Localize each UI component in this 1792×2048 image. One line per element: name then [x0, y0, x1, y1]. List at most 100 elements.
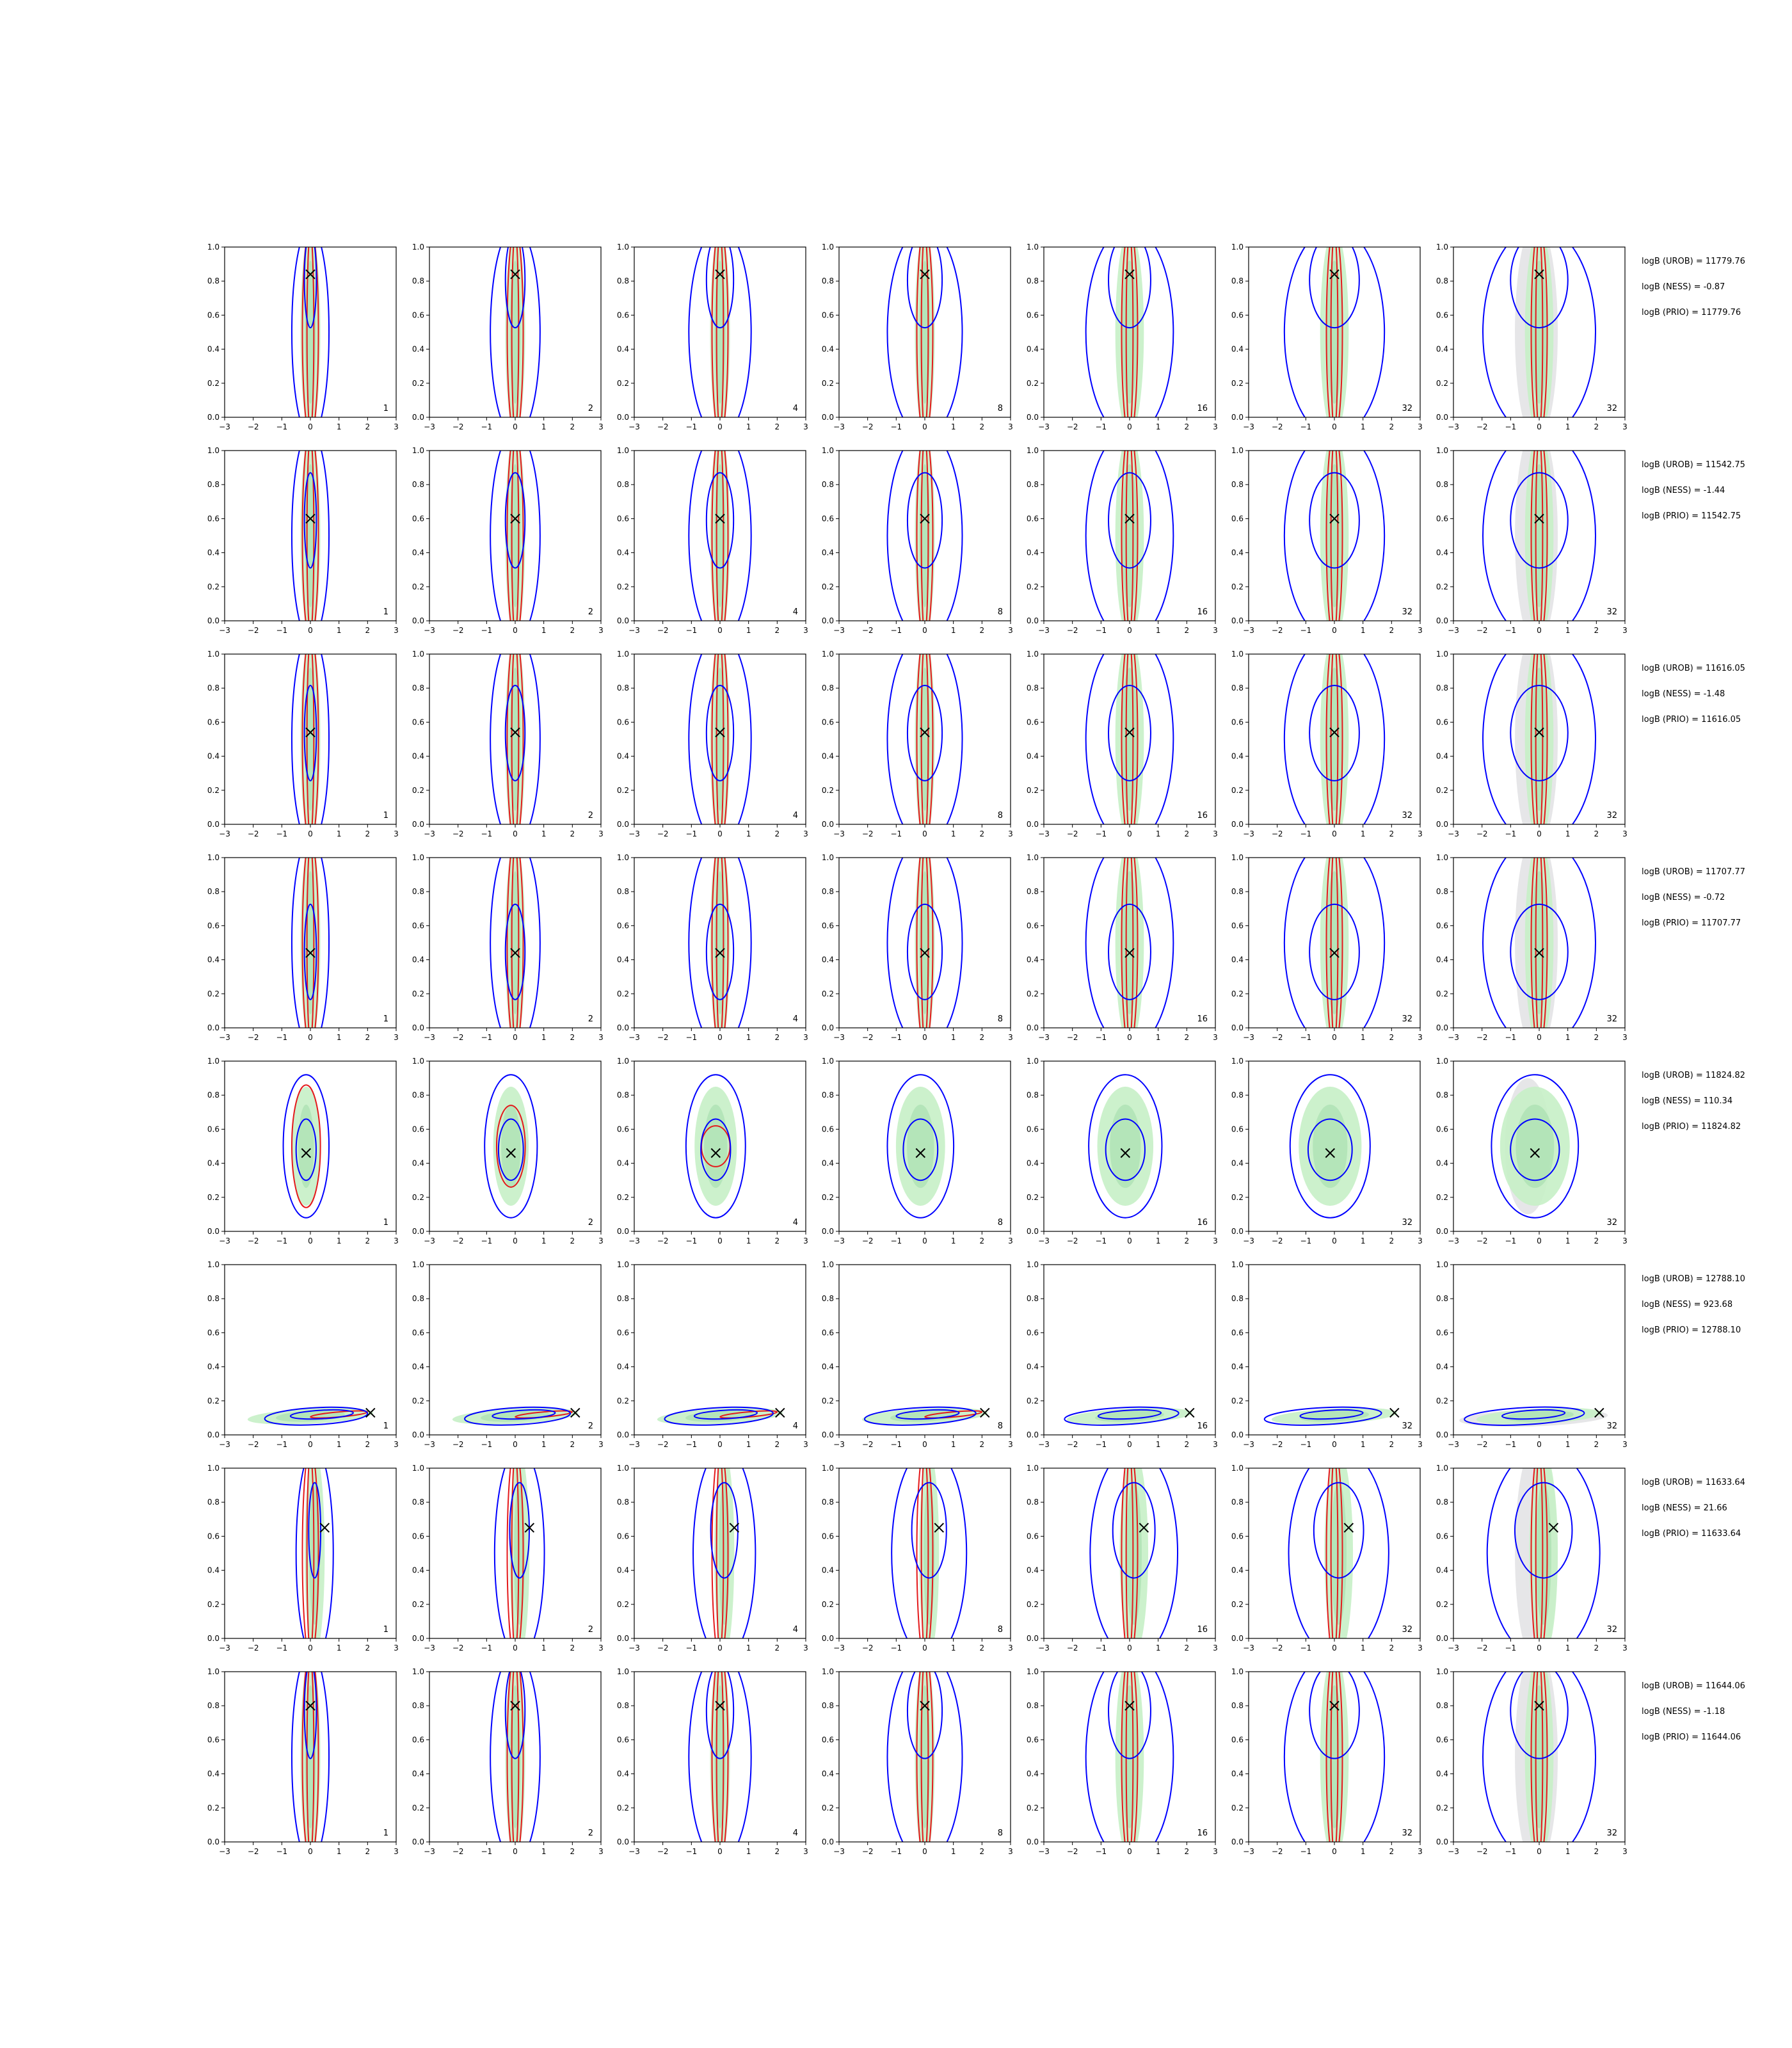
y-tick-label: 0.8	[1436, 1701, 1448, 1710]
y-tick-label: 0.4	[1436, 1770, 1448, 1779]
x-tick-label: 0	[717, 422, 723, 431]
y-tick-label: 0.4	[617, 956, 629, 964]
x-tick-label: −2	[657, 1236, 669, 1245]
blue-contour	[906, 247, 943, 329]
red-contour	[511, 654, 520, 824]
y-tick-label: 0.0	[1027, 1023, 1039, 1032]
panel-contours	[490, 1672, 541, 1842]
panel-contours	[291, 858, 330, 1028]
panel-contours	[291, 247, 330, 417]
panel-r1-c4: −3 −2 −1 0 1 2 3 0.0 0.2 0.4 0.6 0.8 1.0 8	[822, 243, 1013, 431]
panel-contours	[1482, 247, 1596, 417]
x-tick-label: 0	[308, 1644, 313, 1652]
panel-corner-label: 2	[588, 1421, 593, 1431]
x-tick-label: 0	[717, 1644, 723, 1652]
y-tick-label: 1.0	[1231, 1464, 1244, 1473]
red-contour	[506, 247, 524, 417]
red-contour	[506, 451, 524, 621]
blue-contour	[1482, 247, 1596, 417]
logb-annotation: logB (PRIO) = 11707.77	[1642, 918, 1741, 928]
logb-annotation: logB (UROB) = 11644.06	[1642, 1681, 1745, 1691]
blue-contour	[1491, 1074, 1580, 1219]
x-tick-label: 2	[1185, 1440, 1190, 1449]
red-contour	[916, 1672, 934, 1842]
y-tick-label: 0.4	[1436, 956, 1448, 964]
y-tick-label: 0.2	[1231, 1193, 1244, 1202]
y-tick-label: 0.4	[1027, 1770, 1039, 1779]
x-tick-label: 1	[1156, 829, 1161, 838]
y-tick-label: 0.2	[1027, 1804, 1039, 1812]
x-tick-label: 1	[1565, 626, 1571, 635]
y-tick-label: 0.0	[617, 413, 629, 422]
x-tick-label: 3	[803, 1033, 808, 1042]
x-tick-label: −2	[452, 829, 464, 838]
y-tick-label: 0.0	[1436, 820, 1448, 829]
truth-marker	[319, 1523, 330, 1533]
blue-contour	[886, 247, 963, 417]
x-tick-label: 3	[394, 829, 399, 838]
red-contour	[511, 1672, 520, 1842]
y-tick-label: 0.8	[1231, 1701, 1244, 1710]
red-contour	[1330, 451, 1339, 621]
truth-marker	[510, 948, 520, 958]
y-tick-label: 0.4	[1027, 548, 1039, 557]
x-tick-label: −1	[890, 1644, 902, 1652]
x-tick-label: −2	[1476, 1236, 1488, 1245]
panel-corner-label: 1	[383, 1421, 388, 1431]
y-tick-label: 0.0	[412, 616, 424, 625]
red-contour	[1325, 451, 1343, 621]
red-contour	[916, 247, 934, 417]
y-tick-label: 1.0	[1027, 1057, 1039, 1066]
x-tick-label: 1	[951, 1847, 956, 1856]
y-tick-label: 0.2	[822, 1600, 834, 1609]
x-tick-label: 2	[1389, 1440, 1395, 1449]
blue-contour	[492, 1409, 556, 1420]
y-tick-label: 0.8	[1027, 684, 1039, 692]
x-tick-label: 2	[980, 1440, 985, 1449]
panel-r4-c7: −3 −2 −1 0 1 2 3 0.0 0.2 0.4 0.6 0.8 1.0 32	[1436, 853, 1628, 1042]
y-tick-label: 0.4	[412, 548, 424, 557]
x-tick-label: 1	[1156, 626, 1161, 635]
x-tick-label: −2	[1272, 1440, 1283, 1449]
blue-contour	[1313, 1482, 1364, 1579]
y-tick-label: 0.4	[1027, 1363, 1039, 1372]
x-tick-label: 1	[1361, 1847, 1366, 1856]
x-tick-label: 1	[1361, 1236, 1366, 1245]
x-tick-label: −1	[890, 1847, 902, 1856]
truth-marker	[920, 727, 930, 738]
y-tick-label: 0.2	[822, 582, 834, 591]
y-tick-label: 0.6	[822, 1124, 834, 1133]
blue-contour	[1510, 684, 1569, 781]
y-tick-label: 0.4	[1231, 1770, 1244, 1779]
y-tick-label: 0.6	[822, 514, 834, 523]
panel-contours	[688, 1672, 752, 1842]
x-tick-label: 1	[951, 1644, 956, 1652]
blue-contour	[1085, 451, 1174, 621]
panel-corner-label: 32	[1606, 1625, 1617, 1635]
y-tick-label: 0.6	[1231, 921, 1244, 930]
panel-corner-label: 32	[1402, 607, 1412, 617]
panel-contours	[1085, 451, 1174, 621]
truth-marker	[305, 727, 316, 738]
y-tick-label: 0.2	[617, 786, 629, 795]
y-tick-label: 0.4	[1027, 956, 1039, 964]
y-tick-label: 0.2	[207, 989, 220, 998]
panel-corner-label: 1	[383, 811, 388, 820]
y-tick-label: 0.8	[1231, 480, 1244, 489]
x-tick-label: 1	[746, 1847, 751, 1856]
truth-marker	[1325, 1148, 1336, 1158]
blue-contour	[1085, 858, 1174, 1028]
truth-marker	[1124, 1700, 1135, 1711]
red-contour	[1125, 1672, 1134, 1842]
blue-contour	[1309, 472, 1360, 569]
panel-contours	[1089, 1468, 1179, 1638]
panel-corner-label: 4	[793, 1421, 798, 1431]
y-tick-label: 1.0	[617, 243, 629, 252]
panel-r7-c4: −3 −2 −1 0 1 2 3 0.0 0.2 0.4 0.6 0.8 1.0 8	[822, 1464, 1013, 1652]
y-tick-label: 0.0	[1231, 1837, 1244, 1846]
panel-corner-label: 8	[998, 1625, 1003, 1635]
x-tick-label: −3	[219, 1033, 230, 1042]
blue-contour	[490, 1672, 541, 1842]
panel-corner-label: 2	[588, 811, 593, 820]
y-tick-label: 0.0	[1027, 820, 1039, 829]
